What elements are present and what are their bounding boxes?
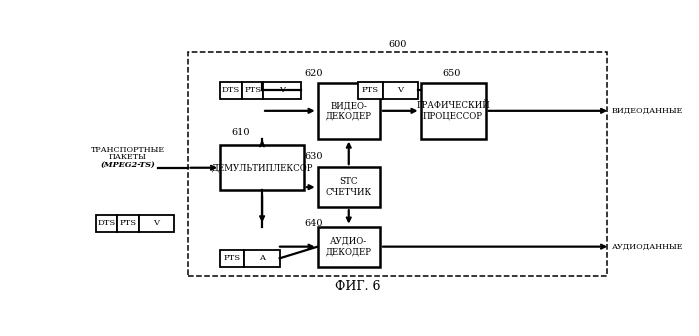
Text: STC
СЧЕТЧИК: STC СЧЕТЧИК: [326, 177, 372, 197]
Text: 620: 620: [304, 69, 322, 78]
Text: ДЕМУЛЬТИПЛЕКСОР: ДЕМУЛЬТИПЛЕКСОР: [211, 163, 313, 172]
Text: PTS: PTS: [362, 86, 379, 94]
Bar: [220, 250, 245, 267]
Text: ВИДЕО-
ДЕКОДЕР: ВИДЕО- ДЕКОДЕР: [326, 101, 372, 121]
Text: ФИГ. 6: ФИГ. 6: [336, 280, 381, 293]
Bar: [421, 83, 486, 139]
Bar: [317, 167, 380, 207]
Text: ТРАНСПОРТНЫЕ: ТРАНСПОРТНЫЕ: [91, 146, 165, 154]
Text: PTS: PTS: [244, 86, 261, 94]
Text: ВИДЕОДАННЫЕ: ВИДЕОДАННЫЕ: [612, 107, 683, 115]
Bar: [242, 82, 264, 98]
Bar: [264, 82, 301, 98]
Bar: [96, 215, 117, 232]
Text: 640: 640: [304, 219, 322, 228]
Text: V: V: [154, 219, 159, 227]
Bar: [220, 82, 242, 98]
Text: 610: 610: [231, 128, 250, 137]
Bar: [187, 52, 607, 276]
Bar: [139, 215, 174, 232]
Bar: [117, 215, 139, 232]
Text: PTS: PTS: [120, 219, 136, 227]
Text: V: V: [397, 86, 403, 94]
Bar: [382, 82, 418, 98]
Text: (MPEG2-TS): (MPEG2-TS): [101, 160, 155, 168]
Text: ПАКЕТЫ: ПАКЕТЫ: [109, 153, 147, 161]
Text: 630: 630: [304, 152, 322, 161]
Text: V: V: [280, 86, 285, 94]
Bar: [245, 250, 280, 267]
Text: PTS: PTS: [224, 254, 241, 262]
Text: АУДИОДАННЫЕ: АУДИОДАННЫЕ: [612, 243, 683, 251]
Bar: [220, 145, 304, 191]
Text: ГРАФИЧЕСКИЙ
ПРОЦЕССОР: ГРАФИЧЕСКИЙ ПРОЦЕССОР: [416, 101, 490, 121]
Text: DTS: DTS: [97, 219, 115, 227]
Text: A: A: [259, 254, 265, 262]
Bar: [317, 226, 380, 267]
Text: АУДИО-
ДЕКОДЕР: АУДИО- ДЕКОДЕР: [326, 237, 372, 256]
Bar: [317, 83, 380, 139]
Text: DTS: DTS: [222, 86, 240, 94]
Bar: [359, 82, 382, 98]
Text: 650: 650: [442, 69, 461, 78]
Text: 600: 600: [388, 40, 406, 49]
